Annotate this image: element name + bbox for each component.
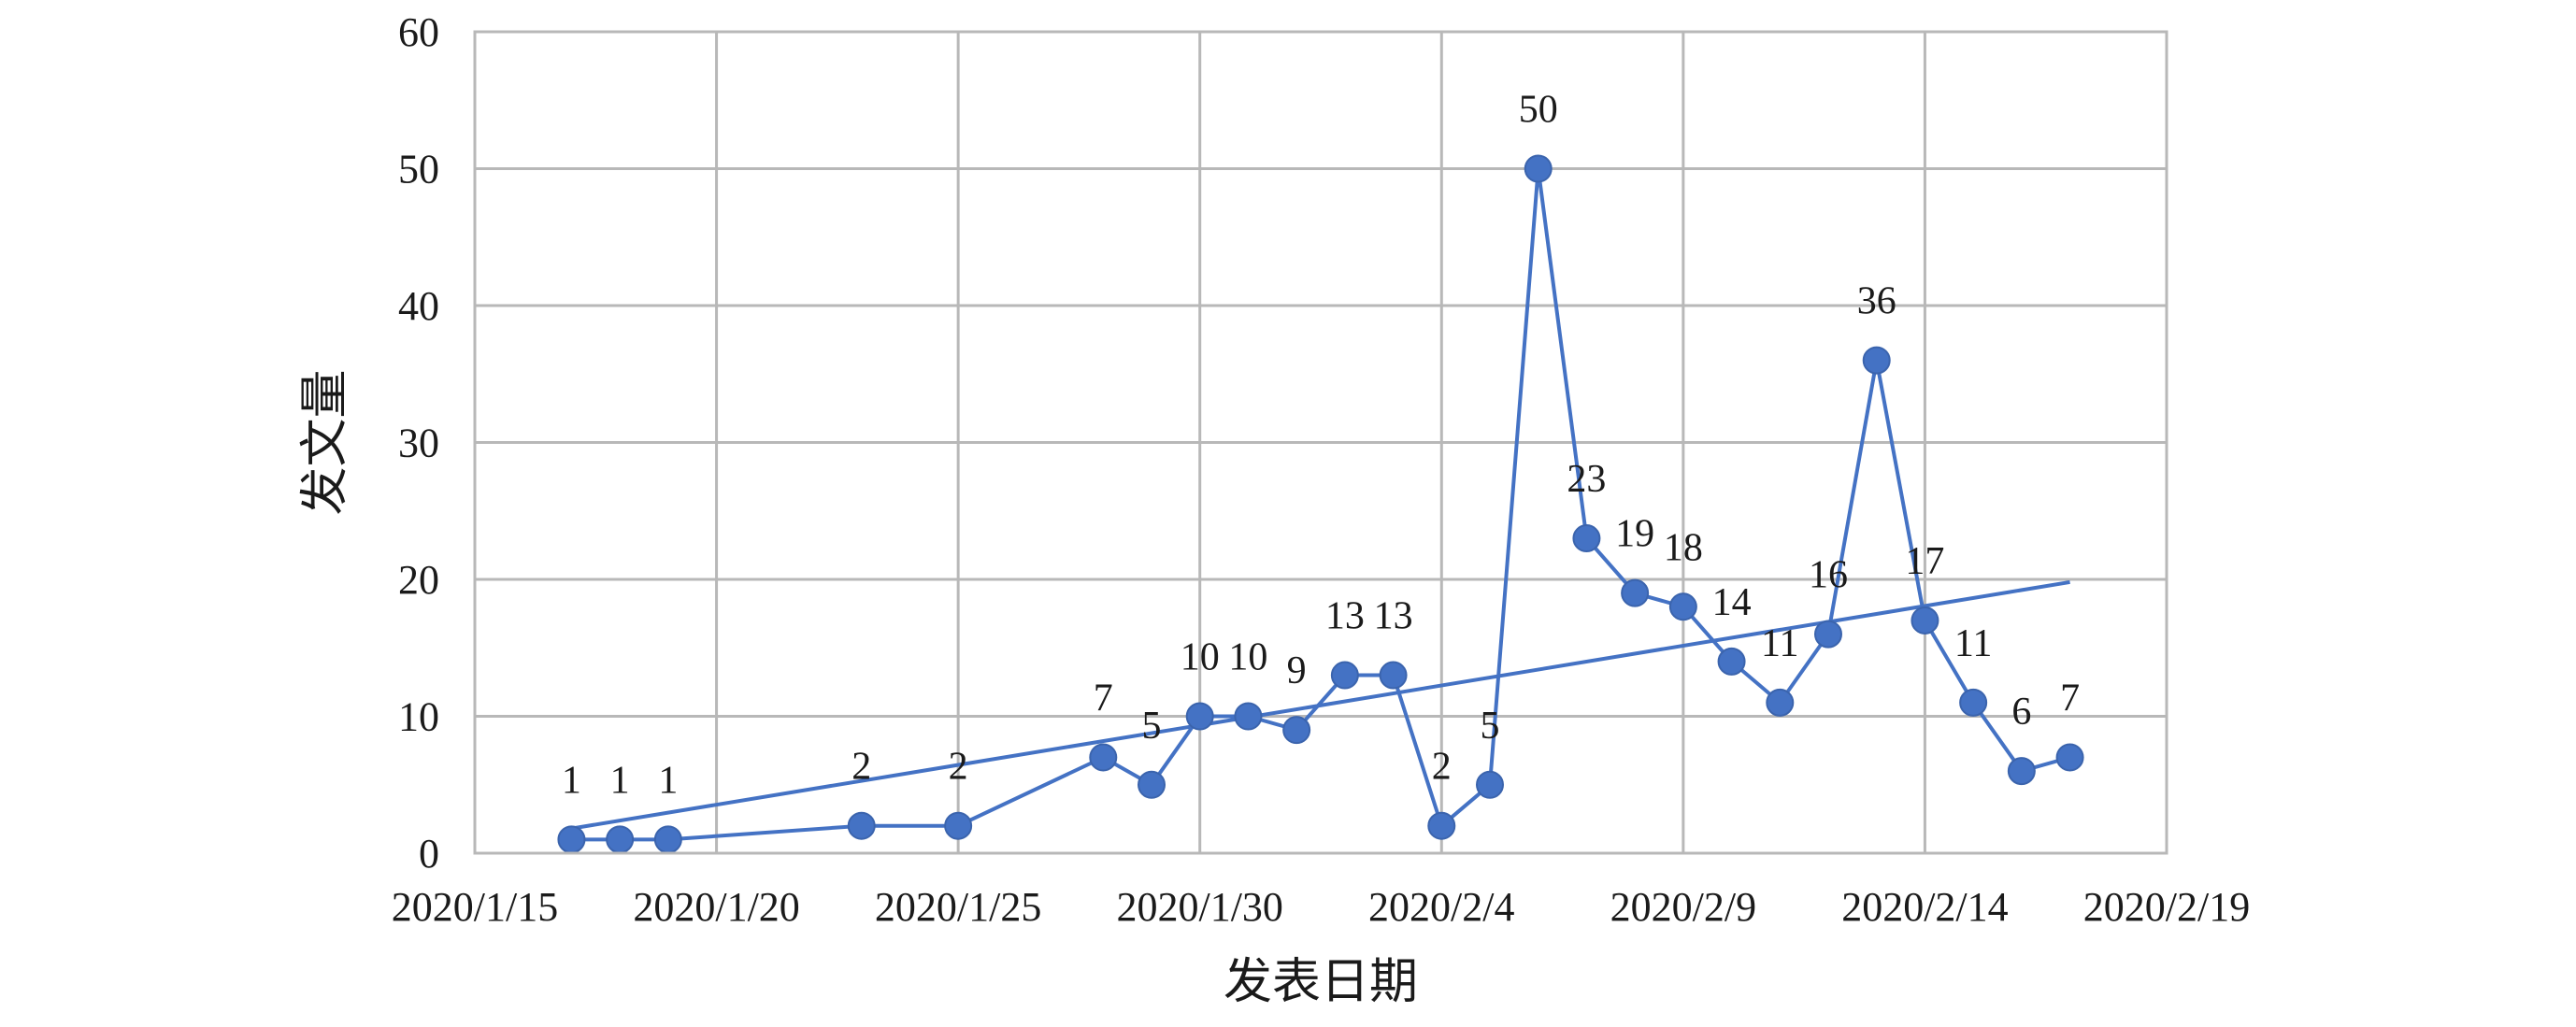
series-line	[571, 166, 2071, 842]
data-point	[2007, 757, 2036, 786]
axis-layer: 0 10 20 30 40 50 60 2020/1/15 2020/1/20 2020/1/25…	[392, 9, 2250, 930]
data-point	[1959, 688, 1988, 717]
x-tick-label: 2020/1/30	[1116, 884, 1282, 930]
data-point	[1668, 592, 1697, 621]
data-point	[1379, 661, 1408, 690]
x-axis-title: 发表日期	[1224, 956, 1418, 1009]
data-label: 5	[1142, 705, 1162, 748]
x-tick-label: 2020/1/20	[633, 884, 799, 930]
data-point	[1717, 647, 1746, 676]
x-tick-label: 2020/1/15	[392, 884, 558, 930]
y-axis-title: 发文量	[299, 369, 352, 515]
data-point	[1572, 524, 1601, 553]
data-label: 7	[1094, 677, 1113, 720]
data-label: 11	[1761, 622, 1798, 665]
data-label: 13	[1374, 595, 1413, 638]
data-label: 2	[852, 746, 871, 789]
data-point	[1138, 770, 1166, 799]
y-tick-label: 0	[419, 831, 439, 877]
data-point	[557, 825, 586, 854]
data-label: 13	[1325, 595, 1365, 638]
x-tick-label: 2020/2/4	[1368, 884, 1514, 930]
data-label: 36	[1857, 280, 1896, 323]
x-tick-label: 2020/2/19	[2083, 884, 2250, 930]
data-label: 14	[1712, 581, 1752, 624]
y-tick-label: 30	[398, 421, 439, 466]
y-tick-label: 60	[398, 9, 439, 55]
data-point	[1185, 702, 1214, 731]
data-point	[1621, 578, 1650, 607]
data-point	[1427, 811, 1456, 840]
x-tick-label: 2020/1/25	[875, 884, 1041, 930]
grid-layer	[473, 30, 2168, 855]
data-point	[1911, 606, 1939, 635]
x-tick-label: 2020/2/9	[1610, 884, 1756, 930]
y-tick-label: 20	[398, 557, 439, 603]
data-point	[2055, 743, 2084, 772]
data-label: 7	[2060, 677, 2080, 720]
data-point	[1814, 620, 1842, 649]
data-label: 2	[1432, 746, 1452, 789]
y-tick-label: 40	[398, 283, 439, 329]
data-point	[653, 825, 682, 854]
data-label: 5	[1481, 705, 1500, 748]
x-tick-label: 2020/2/14	[1841, 884, 2008, 930]
data-point	[1282, 716, 1311, 745]
data-label: 1	[610, 759, 630, 802]
data-label: 16	[1809, 554, 1848, 597]
data-label: 2	[949, 746, 968, 789]
data-point	[1862, 346, 1891, 375]
plot-frame	[473, 30, 2168, 855]
data-label: 18	[1664, 526, 1703, 569]
data-label: 9	[1287, 649, 1307, 692]
y-tick-label: 10	[398, 694, 439, 740]
data-label: 10	[1181, 636, 1220, 679]
y-tick-label: 50	[398, 147, 439, 193]
data-point	[1330, 661, 1359, 690]
data-point	[606, 825, 635, 854]
data-label: 1	[562, 759, 581, 802]
data-label: 11	[1954, 622, 1992, 665]
data-label: 1	[658, 759, 678, 802]
data-point	[1524, 154, 1553, 183]
data-label: 19	[1615, 513, 1654, 556]
data-point	[1089, 743, 1118, 772]
data-label: 17	[1905, 540, 1944, 583]
data-point	[1766, 688, 1795, 717]
series-layer	[557, 154, 2084, 854]
data-label: 50	[1519, 89, 1558, 132]
data-point	[847, 811, 876, 840]
data-label: 6	[2011, 691, 2031, 734]
data-label: 10	[1228, 636, 1267, 679]
data-point	[1234, 702, 1263, 731]
data-point	[944, 811, 973, 840]
data-point	[1476, 770, 1504, 799]
data-label: 23	[1567, 458, 1606, 501]
